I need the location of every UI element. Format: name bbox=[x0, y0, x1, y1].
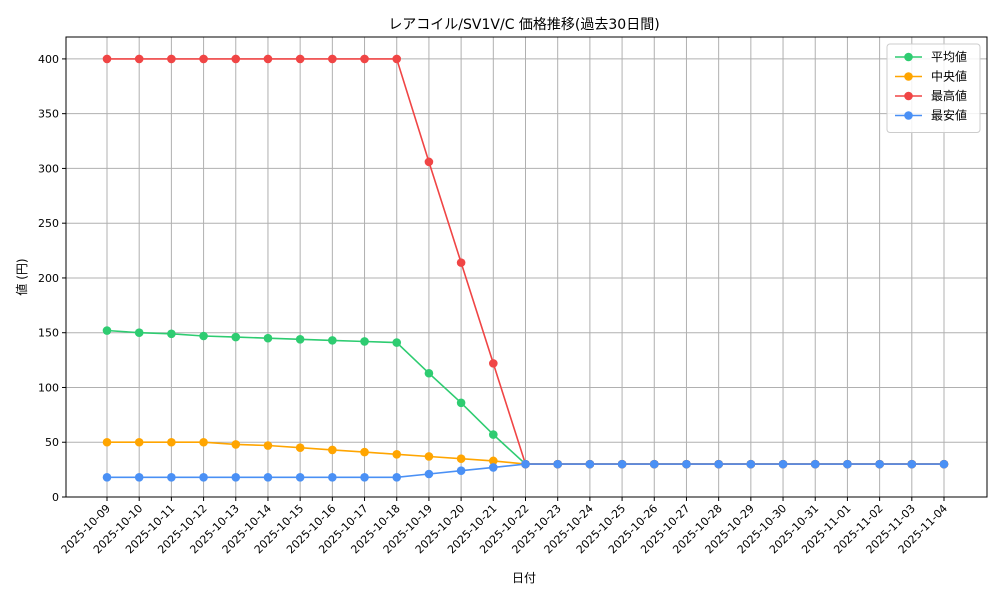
data-point bbox=[649, 459, 659, 469]
x-axis: 2025-10-092025-10-102025-10-112025-10-12… bbox=[59, 497, 950, 556]
grid bbox=[66, 37, 987, 498]
data-point bbox=[199, 54, 208, 64]
data-point bbox=[167, 472, 176, 482]
y-axis-title: 値 (円) bbox=[14, 258, 29, 295]
data-point bbox=[682, 459, 691, 469]
data-point bbox=[134, 54, 144, 64]
legend-marker bbox=[904, 91, 913, 101]
data-point bbox=[231, 472, 241, 482]
legend-marker bbox=[904, 72, 913, 81]
data-point bbox=[424, 452, 434, 461]
data-point bbox=[167, 54, 176, 64]
data-point bbox=[907, 459, 917, 469]
data-point bbox=[424, 157, 434, 167]
data-point bbox=[553, 459, 562, 469]
y-tick-label: 350 bbox=[38, 108, 59, 121]
chart-title: レアコイル/SV1V/C 価格推移(過去30日間) bbox=[388, 17, 659, 33]
data-point bbox=[295, 472, 305, 482]
x-axis-title: 日付 bbox=[512, 571, 536, 585]
data-point bbox=[263, 333, 273, 343]
data-point bbox=[810, 459, 820, 469]
y-tick-label: 0 bbox=[52, 491, 59, 504]
plot-frame bbox=[65, 36, 988, 498]
data-point bbox=[456, 454, 466, 463]
data-point bbox=[328, 336, 337, 345]
data-point bbox=[134, 437, 144, 447]
data-point bbox=[360, 447, 369, 457]
legend-box bbox=[886, 43, 981, 133]
data-point bbox=[295, 443, 305, 453]
y-tick-label: 150 bbox=[38, 327, 59, 340]
data-point bbox=[199, 437, 208, 447]
data-point bbox=[231, 440, 241, 449]
y-tick-label: 50 bbox=[45, 436, 59, 449]
series-最安値 bbox=[102, 459, 949, 482]
data-point bbox=[102, 437, 112, 447]
data-point bbox=[424, 368, 434, 378]
data-point bbox=[231, 332, 241, 342]
data-point bbox=[134, 472, 144, 482]
data-point bbox=[843, 459, 852, 469]
data-point bbox=[617, 459, 627, 469]
data-point bbox=[295, 54, 305, 64]
data-point bbox=[489, 359, 498, 368]
data-point bbox=[489, 430, 498, 439]
data-point bbox=[360, 54, 369, 64]
data-point bbox=[489, 456, 498, 466]
data-point bbox=[134, 328, 144, 338]
data-point bbox=[875, 459, 884, 469]
data-point bbox=[489, 463, 498, 472]
data-point bbox=[585, 459, 595, 469]
data-point bbox=[939, 459, 949, 469]
data-point bbox=[456, 466, 466, 476]
series-group bbox=[102, 54, 949, 482]
data-point bbox=[746, 459, 756, 469]
data-point bbox=[295, 334, 305, 344]
data-point bbox=[328, 472, 337, 482]
data-point bbox=[199, 331, 208, 341]
y-axis: 0 50 100 150 200 250 300 350 400 bbox=[38, 53, 66, 504]
data-point bbox=[360, 472, 369, 482]
data-point bbox=[328, 445, 337, 455]
data-point bbox=[102, 326, 112, 335]
data-point bbox=[392, 338, 402, 347]
legend-label: 最安値 bbox=[931, 108, 967, 123]
legend-marker bbox=[904, 52, 913, 62]
data-point bbox=[102, 54, 112, 64]
data-point bbox=[263, 54, 273, 64]
data-point bbox=[167, 437, 176, 447]
data-point bbox=[521, 459, 530, 469]
data-point bbox=[199, 472, 208, 482]
data-point bbox=[263, 441, 273, 450]
data-point bbox=[231, 54, 241, 64]
legend-label: 最高値 bbox=[931, 88, 967, 103]
data-point bbox=[328, 54, 337, 64]
data-point bbox=[392, 54, 402, 64]
data-point bbox=[456, 258, 466, 267]
legend-label: 中央値 bbox=[931, 69, 967, 84]
y-tick-label: 100 bbox=[38, 381, 59, 394]
data-point bbox=[392, 472, 402, 482]
y-tick-label: 200 bbox=[38, 272, 59, 285]
data-point bbox=[714, 459, 723, 469]
data-point bbox=[263, 472, 273, 482]
data-point bbox=[456, 398, 466, 408]
data-point bbox=[167, 329, 176, 339]
data-point bbox=[102, 472, 112, 482]
data-point bbox=[360, 337, 369, 346]
y-tick-label: 300 bbox=[38, 162, 59, 175]
data-point bbox=[424, 469, 434, 479]
data-point bbox=[778, 459, 788, 469]
data-point bbox=[392, 449, 402, 459]
legend-label: 平均値 bbox=[931, 49, 967, 64]
legend-marker bbox=[904, 111, 913, 120]
y-tick-label: 250 bbox=[38, 217, 59, 230]
y-tick-label: 400 bbox=[38, 53, 59, 66]
